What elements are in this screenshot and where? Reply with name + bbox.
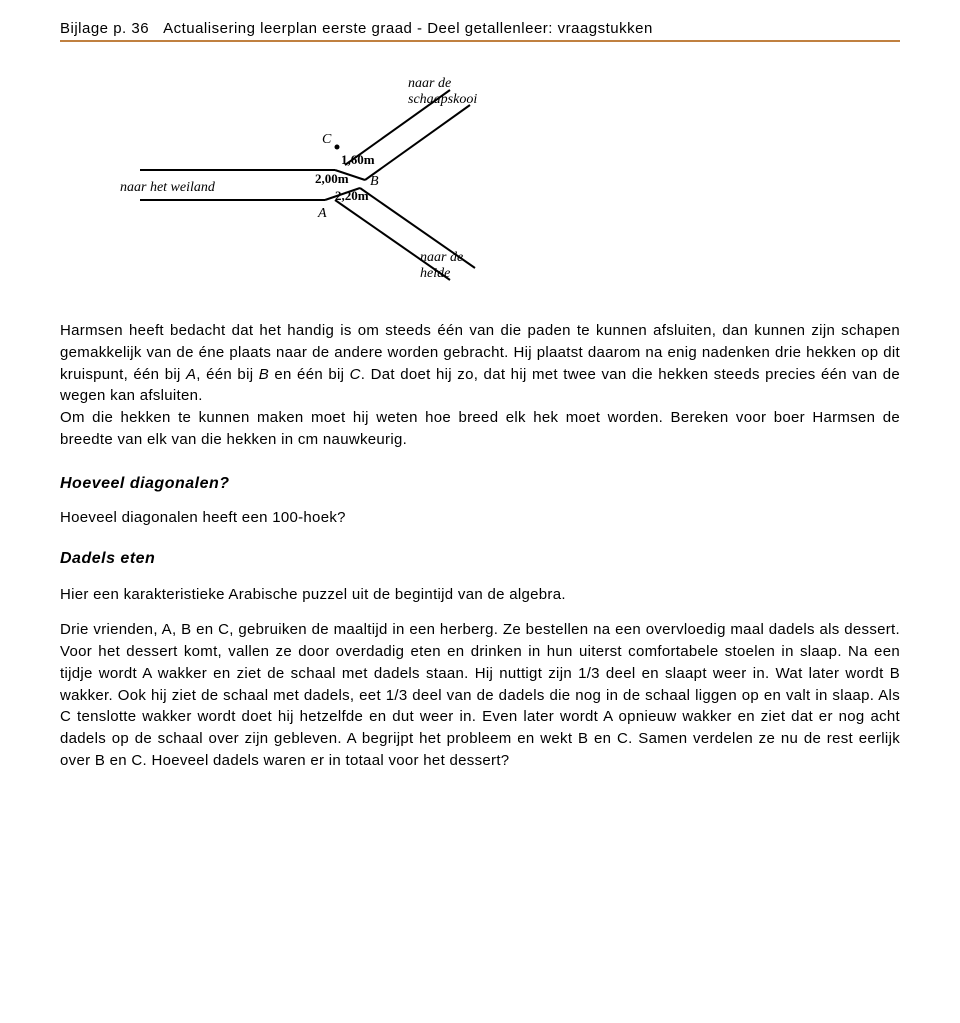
path-diagram: naar de schaapskooi naar het weiland naa… bbox=[120, 70, 540, 290]
p1-italic-A: A bbox=[186, 366, 196, 383]
page-header: Bijlage p. 36 Actualisering leerplan eer… bbox=[60, 20, 900, 37]
label-d2: 2,00m bbox=[315, 171, 349, 187]
header-prefix: Bijlage p. 36 bbox=[60, 20, 149, 37]
header-title: Actualisering leerplan eerste graad - De… bbox=[163, 20, 653, 37]
paragraph-harmsen-1: Harmsen heeft bedacht dat het handig is … bbox=[60, 320, 900, 451]
heading-dadels: Dadels eten bbox=[60, 550, 900, 568]
header-rule bbox=[60, 40, 900, 42]
heading-diagonalen: Hoeveel diagonalen? bbox=[60, 475, 900, 493]
question-diagonalen: Hoeveel diagonalen heeft een 100-hoek? bbox=[60, 509, 900, 526]
p1-text-c: en één bij bbox=[269, 366, 350, 383]
paragraph-dadels-intro: Hier een karakteristieke Arabische puzze… bbox=[60, 584, 900, 606]
label-B: B bbox=[370, 174, 379, 190]
label-C: C bbox=[322, 132, 331, 148]
p1-text-b: , één bij bbox=[196, 366, 258, 383]
label-weiland: naar het weiland bbox=[120, 180, 215, 196]
label-heide: naar de heide bbox=[420, 250, 463, 282]
paragraph-dadels-main: Drie vrienden, A, B en C, gebruiken de m… bbox=[60, 619, 900, 771]
label-d1: 1,60m bbox=[341, 152, 375, 168]
p2-text: Om die hekken te kunnen maken moet hij w… bbox=[60, 409, 900, 448]
p1-italic-C: C bbox=[350, 366, 361, 383]
p1-italic-B: B bbox=[259, 366, 269, 383]
label-d3: 2,20m bbox=[335, 188, 369, 204]
label-A: A bbox=[318, 206, 327, 222]
label-schaapskooi: naar de schaapskooi bbox=[408, 76, 477, 108]
